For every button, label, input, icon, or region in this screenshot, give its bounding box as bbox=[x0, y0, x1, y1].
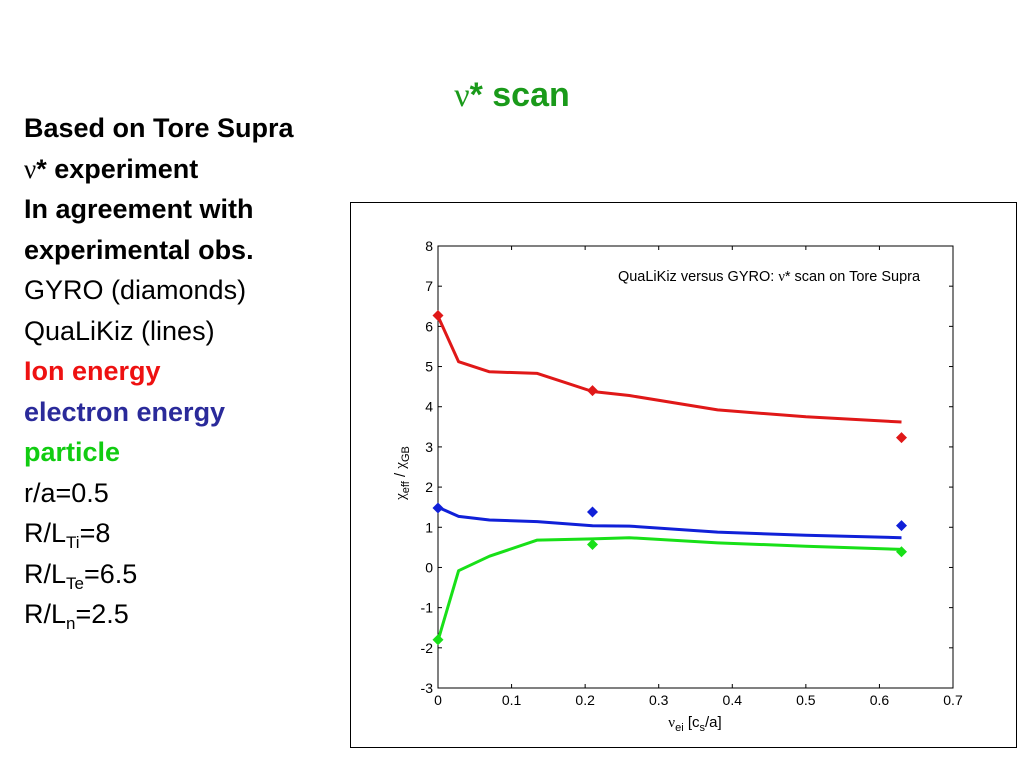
note-particle: particle bbox=[24, 437, 121, 467]
y-axis-label-slash: / bbox=[392, 469, 409, 482]
notes-panel: Based on Tore Supra ν* experiment In agr… bbox=[24, 108, 364, 635]
ion-energy-diamond bbox=[587, 385, 598, 397]
particle-diamond bbox=[587, 539, 598, 551]
plot-area bbox=[437, 245, 954, 689]
series-group bbox=[432, 310, 907, 646]
y-axis-label-chi: χ bbox=[393, 493, 409, 501]
x-tick-label: 0.5 bbox=[796, 692, 816, 708]
note-rlte-pre: R/L bbox=[24, 558, 67, 589]
ion-energy-line bbox=[436, 315, 902, 424]
note-rln-pre: R/L bbox=[24, 599, 67, 629]
x-tick-label: 0.7 bbox=[943, 692, 963, 708]
y-tick-label: -1 bbox=[421, 600, 434, 616]
y-tick-label: -3 bbox=[421, 680, 434, 696]
chart-title-prefix: QuaLiKiz versus GYRO: bbox=[618, 269, 778, 285]
x-tick-label: 0.4 bbox=[723, 692, 743, 708]
y-axis-label-sub2: GB bbox=[400, 446, 412, 462]
y-tick-label: 7 bbox=[425, 278, 433, 294]
y-tick-label: 1 bbox=[425, 519, 433, 535]
note-line-3: In agreement with bbox=[24, 194, 254, 224]
note-rlte-sub: Te bbox=[66, 573, 84, 593]
y-axis-label-sub1: eff bbox=[400, 480, 412, 493]
y-tick-label: -2 bbox=[421, 640, 434, 656]
note-rln: R/Ln=2.5 bbox=[24, 594, 364, 635]
note-ion-energy: Ion energy bbox=[24, 356, 161, 386]
chart-title-suffix: * scan on Tore Supra bbox=[785, 269, 921, 285]
note-line-6: QuaLiKiz (lines) bbox=[24, 315, 215, 346]
particle-diamond bbox=[432, 634, 444, 646]
electron-energy-diamond bbox=[587, 506, 598, 518]
particle-diamond bbox=[896, 546, 907, 558]
slide-title: ν* scan bbox=[0, 76, 1024, 115]
x-tick-label: 0.3 bbox=[649, 692, 669, 708]
note-rlte-val: =6.5 bbox=[84, 558, 138, 589]
note-line-4: experimental obs. bbox=[24, 234, 254, 265]
note-line-1: Based on Tore Supra bbox=[24, 113, 294, 143]
ion-energy-diamond bbox=[432, 310, 444, 322]
y-tick-label: 5 bbox=[425, 359, 433, 375]
note-rlti-val: =8 bbox=[79, 518, 111, 548]
x-axis-label: νei [cs/a] bbox=[668, 714, 721, 734]
note-rlti: R/LTi=8 bbox=[24, 513, 364, 554]
slide-title-symbol: ν bbox=[454, 77, 470, 114]
electron-energy-diamond bbox=[896, 520, 907, 532]
note-line-2-symbol: ν bbox=[24, 153, 37, 184]
x-tick-label: 0.2 bbox=[575, 692, 595, 708]
x-tick-label: 0.6 bbox=[870, 692, 890, 708]
x-axis-label-sub: ei bbox=[675, 722, 684, 734]
note-line-2: ν* experiment bbox=[24, 149, 364, 190]
chart-title-symbol: ν bbox=[778, 269, 785, 285]
y-tick-label: 3 bbox=[425, 439, 433, 455]
note-rln-val: =2.5 bbox=[75, 599, 129, 629]
axis-ticks: 0 0.1 0.2 0.3 0.4 0.5 0.6 0.7 -3 -2 -1 0 1 2 3 4 5 6 7 8 bbox=[421, 238, 963, 708]
x-axis-label-sub2: s bbox=[700, 722, 706, 734]
note-rlte: R/LTe=6.5 bbox=[24, 554, 364, 595]
note-line-5: GYRO (diamonds) bbox=[24, 275, 247, 305]
y-tick-label: 0 bbox=[425, 559, 433, 575]
particle-line bbox=[436, 536, 902, 642]
y-tick-label: 8 bbox=[425, 238, 433, 254]
note-rln-sub: n bbox=[66, 614, 76, 633]
y-tick-label: 6 bbox=[425, 318, 433, 334]
slide-title-text: * scan bbox=[469, 76, 570, 114]
y-axis-label: χeff / χGB bbox=[392, 446, 412, 501]
note-rlti-sub: Ti bbox=[66, 533, 80, 552]
y-tick-label: 4 bbox=[425, 399, 433, 415]
chart-frame: 0 0.1 0.2 0.3 0.4 0.5 0.6 0.7 -3 -2 -1 0 1 2 3 4 5 6 7 8 Qu… bbox=[350, 202, 1017, 748]
x-tick-label: 0 bbox=[434, 692, 442, 708]
electron-energy-diamond bbox=[432, 502, 444, 514]
note-ra: r/a=0.5 bbox=[24, 477, 109, 508]
chart-title: QuaLiKiz versus GYRO: ν* scan on Tore Su… bbox=[618, 269, 921, 285]
note-rlti-pre: R/L bbox=[24, 518, 67, 548]
electron-energy-line bbox=[437, 505, 902, 540]
chart-svg: 0 0.1 0.2 0.3 0.4 0.5 0.6 0.7 -3 -2 -1 0 1 2 3 4 5 6 7 8 Qu… bbox=[392, 238, 963, 734]
note-electron-energy: electron energy bbox=[24, 396, 226, 427]
y-tick-label: 2 bbox=[425, 479, 433, 495]
x-axis-label-end: /a] bbox=[705, 714, 722, 731]
note-line-2-text: * experiment bbox=[36, 153, 199, 184]
x-axis-label-symbol: ν bbox=[668, 715, 675, 731]
x-axis-label-mid: [c bbox=[684, 714, 700, 731]
ion-energy-diamond bbox=[896, 432, 907, 444]
x-tick-label: 0.1 bbox=[502, 692, 522, 708]
y-axis-label-chi2: χ bbox=[393, 462, 409, 470]
